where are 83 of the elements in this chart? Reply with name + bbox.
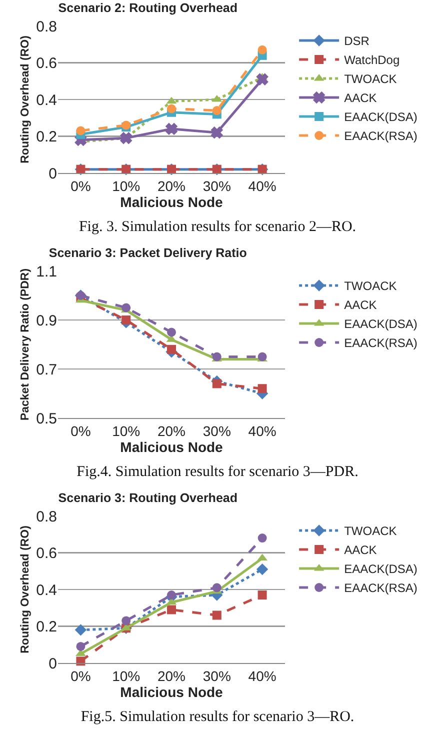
legend-label: EAACK(DSA) xyxy=(344,317,418,332)
point xyxy=(167,605,176,614)
point xyxy=(258,534,267,543)
point xyxy=(258,590,267,600)
chart-title: Scenario 2: Routing Overhead xyxy=(58,1,238,16)
x-tick-label: 0% xyxy=(70,668,91,684)
y-tick-label: 0.6 xyxy=(36,55,57,72)
x-tick-label: 10% xyxy=(112,422,140,439)
caption: Fig. 3. Simulation results for scenario 2—RO. xyxy=(78,218,358,237)
point xyxy=(167,328,176,337)
x-tick-label: 30% xyxy=(202,668,231,684)
point xyxy=(258,384,267,394)
point xyxy=(166,123,178,135)
point xyxy=(258,45,267,54)
y-axis-title: Routing Overhead (RO) xyxy=(20,35,32,164)
y-tick-label: 1.1 xyxy=(36,263,57,280)
legend-label: EAACK(RSA) xyxy=(344,581,418,596)
y-tick-label: 0.9 xyxy=(36,312,57,330)
legend-label: DSR xyxy=(344,34,370,48)
x-tick-label: 30% xyxy=(202,178,231,194)
point xyxy=(76,649,86,656)
caption: Fig.5. Simulation results for scenario 3—RO. xyxy=(80,708,356,727)
y-tick-label: 0.4 xyxy=(36,92,57,109)
point xyxy=(122,303,131,312)
x-tick-label: 40% xyxy=(248,422,276,439)
x-tick-label: 20% xyxy=(157,422,186,439)
point xyxy=(167,104,176,114)
x-tick-label: 0% xyxy=(70,178,91,194)
x-tick-label: 40% xyxy=(248,178,276,194)
y-tick-label: 0 xyxy=(48,655,57,672)
legend-label: TWOACK xyxy=(344,279,397,294)
legend-label: TWOACK xyxy=(344,72,397,86)
point xyxy=(74,624,87,636)
y-tick-label: 0.8 xyxy=(36,508,57,526)
y-tick-label: 0.2 xyxy=(36,618,57,636)
point xyxy=(122,316,131,324)
point xyxy=(256,73,268,86)
y-tick-label: 0 xyxy=(48,165,57,182)
y-axis-title: Packet Delivery Ratio (PDR) xyxy=(20,268,32,421)
legend-label: EAACK(DSA) xyxy=(344,110,418,124)
legend-label: EAACK(DSA) xyxy=(344,562,418,576)
point xyxy=(122,616,131,626)
x-tick-label: 0% xyxy=(70,422,91,439)
point xyxy=(212,106,222,116)
point xyxy=(212,379,222,388)
x-tick-label: 20% xyxy=(157,668,186,684)
y-tick-label: 0.2 xyxy=(36,128,57,146)
y-axis-title: Routing Overhead (RO) xyxy=(20,525,32,654)
legend-label: AACK xyxy=(344,91,377,106)
legend-label: AACK xyxy=(344,298,377,312)
point xyxy=(167,344,176,354)
x-tick-label: 20% xyxy=(157,178,186,194)
point xyxy=(76,126,86,136)
x-tick-label: 30% xyxy=(202,422,231,439)
y-tick-label: 0.8 xyxy=(36,18,57,36)
x-tick-label: 10% xyxy=(112,668,140,684)
legend-label: EAACK(RSA) xyxy=(344,336,418,350)
y-tick-label: 0.4 xyxy=(36,582,57,599)
x-tick-label: 40% xyxy=(248,668,276,684)
legend-label: WatchDog xyxy=(344,53,400,68)
point xyxy=(256,563,268,576)
chart-title: Scenario 3: Routing Overhead xyxy=(58,491,238,506)
x-axis-title: Malicious Node xyxy=(120,194,224,210)
y-tick-label: 0.7 xyxy=(36,361,57,378)
point xyxy=(257,554,268,561)
point xyxy=(211,126,223,138)
point xyxy=(167,590,176,600)
x-axis-title: Malicious Node xyxy=(120,684,224,700)
legend-label: TWOACK xyxy=(344,524,397,538)
point xyxy=(212,352,222,362)
legend-label: EAACK(RSA) xyxy=(344,129,418,144)
point xyxy=(258,352,267,362)
x-tick-label: 10% xyxy=(112,178,140,194)
chart-title: Scenario 3: Packet Delivery Ratio xyxy=(48,246,248,260)
point xyxy=(212,610,222,620)
point xyxy=(120,132,132,144)
y-tick-label: 0.6 xyxy=(36,545,57,562)
point xyxy=(212,583,222,592)
caption: Fig.4. Simulation results for scenario 3—PDR. xyxy=(76,463,360,482)
legend-label: AACK xyxy=(344,543,377,558)
y-tick-label: 0.5 xyxy=(36,410,57,428)
point xyxy=(76,642,86,651)
x-axis-title: Malicious Node xyxy=(120,439,224,456)
